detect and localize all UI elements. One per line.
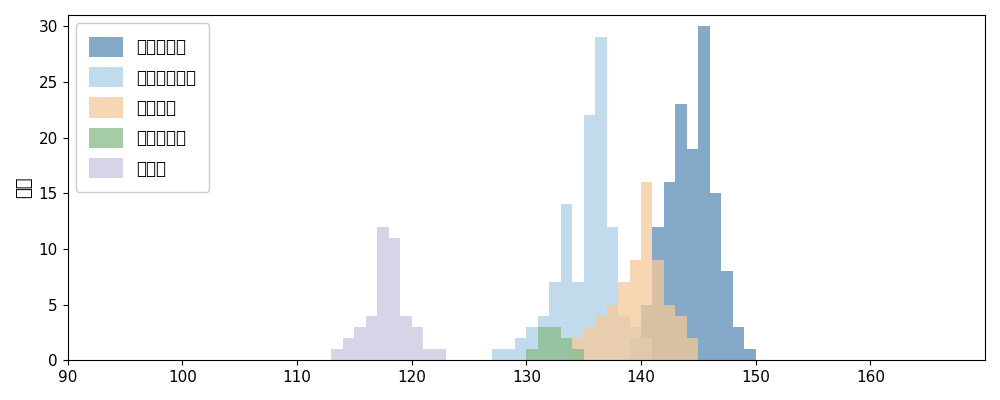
Bar [733,327,744,360]
Bar [641,182,652,360]
Bar [572,349,584,360]
Bar [572,282,584,360]
Bar [400,316,412,360]
Bar [607,227,618,360]
Bar [607,304,618,360]
Bar [584,115,595,360]
Bar [331,349,343,360]
Bar [343,338,354,360]
Bar [630,338,641,360]
Y-axis label: 球数: 球数 [15,177,33,198]
Bar [595,316,607,360]
Bar [561,338,572,360]
Bar [641,338,652,360]
Bar [618,316,630,360]
Bar [423,349,435,360]
Bar [630,327,641,360]
Legend: ストレート, カットボール, シンカー, スライダー, カーブ: ストレート, カットボール, シンカー, スライダー, カーブ [76,23,209,192]
Bar [595,37,607,360]
Bar [675,104,687,360]
Bar [698,26,710,360]
Bar [710,193,721,360]
Bar [526,349,538,360]
Bar [354,327,366,360]
Bar [366,316,377,360]
Bar [744,349,756,360]
Bar [664,182,675,360]
Bar [412,327,423,360]
Bar [492,349,503,360]
Bar [526,327,538,360]
Bar [652,260,664,360]
Bar [503,349,515,360]
Bar [377,227,389,360]
Bar [630,260,641,360]
Bar [538,327,549,360]
Bar [584,327,595,360]
Bar [675,316,687,360]
Bar [618,282,630,360]
Bar [721,271,733,360]
Bar [687,149,698,360]
Bar [561,204,572,360]
Bar [549,327,561,360]
Bar [549,282,561,360]
Bar [664,304,675,360]
Bar [538,316,549,360]
Bar [572,338,584,360]
Bar [435,349,446,360]
Bar [515,338,526,360]
Bar [687,338,698,360]
Bar [641,304,652,360]
Bar [389,238,400,360]
Bar [652,227,664,360]
